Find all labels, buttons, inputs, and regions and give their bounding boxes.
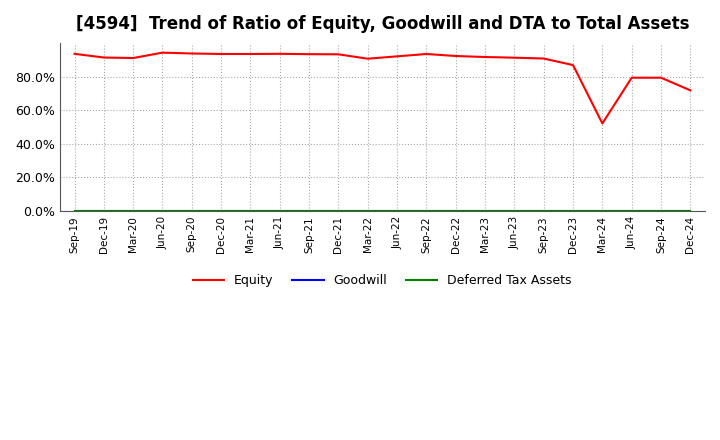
Equity	[217, 51, 225, 57]
Deferred Tax Assets	[158, 209, 167, 214]
Goodwill	[422, 209, 431, 214]
Deferred Tax Assets	[364, 209, 372, 214]
Deferred Tax Assets	[217, 209, 225, 214]
Deferred Tax Assets	[334, 209, 343, 214]
Goodwill	[686, 209, 695, 214]
Equity	[305, 51, 313, 57]
Equity	[158, 50, 167, 55]
Equity	[510, 55, 518, 60]
Goodwill	[158, 209, 167, 214]
Goodwill	[481, 209, 490, 214]
Deferred Tax Assets	[305, 209, 313, 214]
Goodwill	[393, 209, 402, 214]
Deferred Tax Assets	[510, 209, 518, 214]
Equity	[627, 75, 636, 81]
Goodwill	[276, 209, 284, 214]
Goodwill	[364, 209, 372, 214]
Goodwill	[334, 209, 343, 214]
Goodwill	[598, 209, 607, 214]
Equity	[422, 51, 431, 57]
Goodwill	[451, 209, 460, 214]
Goodwill	[217, 209, 225, 214]
Goodwill	[187, 209, 196, 214]
Equity	[276, 51, 284, 56]
Deferred Tax Assets	[246, 209, 255, 214]
Equity	[71, 51, 79, 56]
Equity	[569, 62, 577, 68]
Equity	[393, 54, 402, 59]
Goodwill	[71, 209, 79, 214]
Equity	[129, 55, 138, 61]
Goodwill	[539, 209, 548, 214]
Deferred Tax Assets	[187, 209, 196, 214]
Equity	[598, 121, 607, 126]
Deferred Tax Assets	[539, 209, 548, 214]
Equity	[657, 75, 665, 81]
Goodwill	[569, 209, 577, 214]
Goodwill	[246, 209, 255, 214]
Equity	[99, 55, 108, 60]
Equity	[686, 88, 695, 93]
Deferred Tax Assets	[129, 209, 138, 214]
Deferred Tax Assets	[481, 209, 490, 214]
Equity	[451, 53, 460, 59]
Goodwill	[510, 209, 518, 214]
Deferred Tax Assets	[422, 209, 431, 214]
Title: [4594]  Trend of Ratio of Equity, Goodwill and DTA to Total Assets: [4594] Trend of Ratio of Equity, Goodwil…	[76, 15, 689, 33]
Equity	[187, 51, 196, 56]
Deferred Tax Assets	[71, 209, 79, 214]
Deferred Tax Assets	[99, 209, 108, 214]
Line: Equity: Equity	[75, 53, 690, 124]
Deferred Tax Assets	[451, 209, 460, 214]
Deferred Tax Assets	[393, 209, 402, 214]
Equity	[246, 51, 255, 57]
Deferred Tax Assets	[276, 209, 284, 214]
Deferred Tax Assets	[657, 209, 665, 214]
Goodwill	[627, 209, 636, 214]
Goodwill	[305, 209, 313, 214]
Goodwill	[657, 209, 665, 214]
Deferred Tax Assets	[627, 209, 636, 214]
Equity	[539, 56, 548, 61]
Legend: Equity, Goodwill, Deferred Tax Assets: Equity, Goodwill, Deferred Tax Assets	[188, 269, 577, 292]
Goodwill	[99, 209, 108, 214]
Equity	[364, 56, 372, 61]
Goodwill	[129, 209, 138, 214]
Equity	[481, 55, 490, 60]
Equity	[334, 51, 343, 57]
Deferred Tax Assets	[686, 209, 695, 214]
Deferred Tax Assets	[598, 209, 607, 214]
Deferred Tax Assets	[569, 209, 577, 214]
